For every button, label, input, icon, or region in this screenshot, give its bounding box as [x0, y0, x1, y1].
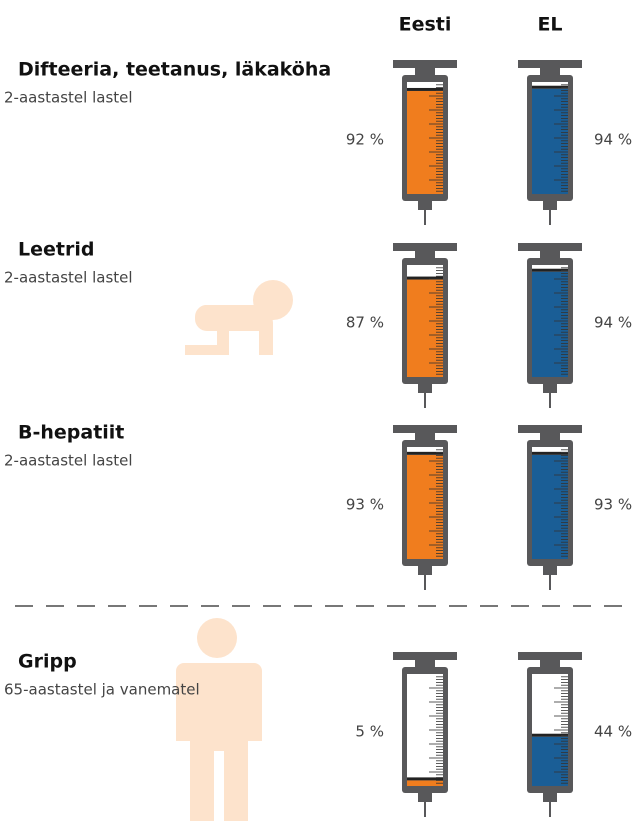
- nozzle: [418, 566, 432, 575]
- plunger-head: [532, 451, 568, 455]
- value-label: 5 %: [355, 723, 384, 741]
- value-label: 93 %: [346, 496, 384, 514]
- column-header: Eesti: [399, 14, 452, 36]
- nozzle: [418, 384, 432, 393]
- plunger-stem: [540, 660, 560, 669]
- adult-figure: [176, 618, 262, 821]
- plunger-head: [407, 451, 443, 455]
- plunger-stem: [415, 433, 435, 442]
- plunger-head: [532, 268, 568, 272]
- liquid: [407, 780, 443, 786]
- row-subtitle: 2-aastastel lastel: [4, 269, 133, 287]
- plunger-cap: [518, 425, 582, 433]
- plunger-head: [407, 276, 443, 280]
- plunger-head: [532, 85, 568, 89]
- row-title: Difteeria, teetanus, läkaköha: [18, 59, 331, 81]
- plunger-cap: [393, 243, 457, 251]
- column-header: EL: [537, 14, 562, 36]
- row-subtitle: 2-aastastel lastel: [4, 452, 133, 470]
- nozzle: [543, 793, 557, 802]
- liquid: [532, 271, 568, 377]
- row-title: Gripp: [18, 651, 77, 673]
- plunger-stem: [540, 68, 560, 77]
- value-label: 92 %: [346, 131, 384, 149]
- row-title: Leetrid: [18, 239, 94, 261]
- plunger-cap: [393, 60, 457, 68]
- plunger-stem: [415, 660, 435, 669]
- plunger-head: [407, 87, 443, 91]
- row-title: B-hepatiit: [18, 422, 124, 444]
- plunger-head: [532, 733, 568, 737]
- plunger-cap: [393, 652, 457, 660]
- liquid: [407, 454, 443, 559]
- value-label: 93 %: [594, 496, 632, 514]
- value-label: 44 %: [594, 723, 632, 741]
- liquid: [407, 279, 443, 377]
- plunger-stem: [540, 433, 560, 442]
- plunger-stem: [540, 251, 560, 260]
- value-label: 87 %: [346, 314, 384, 332]
- row-subtitle: 2-aastastel lastel: [4, 89, 133, 107]
- plunger-cap: [518, 243, 582, 251]
- nozzle: [543, 201, 557, 210]
- nozzle: [418, 793, 432, 802]
- plunger-cap: [518, 652, 582, 660]
- plunger-head: [407, 777, 443, 781]
- value-label: 94 %: [594, 314, 632, 332]
- plunger-cap: [393, 425, 457, 433]
- nozzle: [543, 384, 557, 393]
- row-subtitle: 65-aastastel ja vanematel: [4, 681, 200, 699]
- plunger-stem: [415, 251, 435, 260]
- plunger-cap: [518, 60, 582, 68]
- nozzle: [543, 566, 557, 575]
- liquid: [407, 90, 443, 194]
- baby-figure: [185, 280, 293, 355]
- nozzle: [418, 201, 432, 210]
- value-label: 94 %: [594, 131, 632, 149]
- liquid: [532, 88, 568, 194]
- liquid: [532, 454, 568, 559]
- plunger-stem: [415, 68, 435, 77]
